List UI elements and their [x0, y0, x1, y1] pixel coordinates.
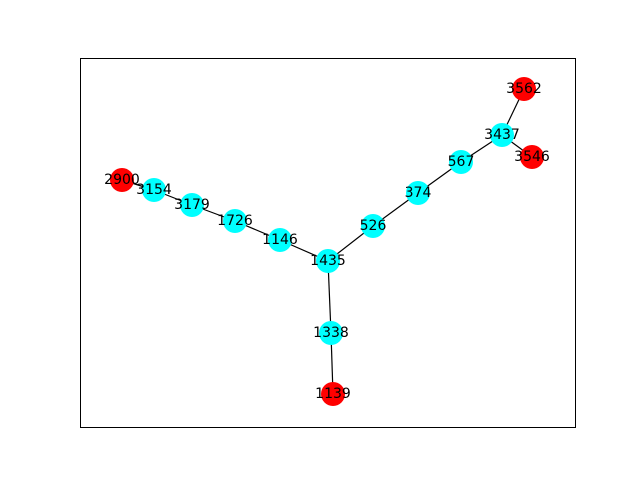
node-3562 [512, 77, 536, 101]
node-label-3154: 3154 [136, 182, 172, 198]
node-label-3179: 3179 [174, 197, 210, 213]
plot-frame [80, 58, 576, 428]
node-label-3546: 3546 [514, 149, 550, 165]
node-2900 [110, 168, 134, 192]
node-567 [449, 150, 473, 174]
node-label-3437: 3437 [484, 127, 520, 143]
node-label-567: 567 [448, 154, 475, 170]
node-label-1338: 1338 [313, 325, 349, 341]
node-label-1726: 1726 [217, 213, 253, 229]
node-1146 [268, 228, 292, 252]
node-label-1139: 1139 [315, 386, 351, 402]
node-1726 [223, 209, 247, 233]
node-1139 [321, 382, 345, 406]
node-3179 [180, 193, 204, 217]
node-label-1435: 1435 [310, 253, 346, 269]
node-label-374: 374 [405, 185, 432, 201]
node-label-3562: 3562 [506, 81, 542, 97]
node-526 [361, 214, 385, 238]
node-1435 [316, 249, 340, 273]
edges-layer [121, 88, 533, 395]
node-3546 [520, 145, 544, 169]
edge-1435-1338 [327, 260, 332, 334]
node-label-526: 526 [360, 218, 387, 234]
labels-layer: 3562 3437 3546 567 374 526 1435 1146 1726 3179315… [104, 81, 550, 402]
nodes-layer [110, 77, 544, 406]
node-label-2900: 2900 [104, 172, 140, 188]
node-3154 [142, 178, 166, 202]
node-3437 [490, 123, 514, 147]
node-label-1146: 1146 [262, 232, 298, 248]
node-374 [406, 181, 430, 205]
node-1338 [319, 321, 343, 345]
